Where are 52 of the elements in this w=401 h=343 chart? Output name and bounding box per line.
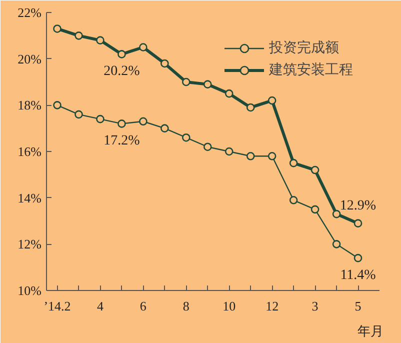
point [203,80,212,88]
point [268,96,276,105]
y-tick-label: 20% [18,51,42,66]
point [332,240,341,248]
point [224,147,234,156]
x-tick-label: ’14.2 [44,298,71,314]
point [354,219,362,228]
point [289,196,298,204]
point [139,43,148,52]
point [354,254,362,262]
point [332,210,341,218]
point [310,166,320,174]
point [139,117,148,126]
data-label: 17.2% [104,134,140,149]
data-label: 11.4% [340,268,376,284]
x-tick-label: 8 [182,298,190,314]
x-tick-label: 6 [140,298,147,314]
point [182,78,190,86]
y-tick-label: 16% [18,144,42,159]
point [246,103,255,112]
point [289,158,298,168]
point [160,124,169,132]
point [53,101,62,110]
point [74,32,83,40]
x-tick-label: 5 [354,298,362,314]
point [310,205,320,214]
point [160,59,169,68]
point [118,50,126,58]
point [96,114,104,124]
point [246,152,255,160]
point [118,120,126,128]
legend-label: 投资完成额 [269,39,339,57]
x-tick-label: 3 [312,298,318,314]
legend-label: 建筑安装工程 [269,61,353,79]
point [268,152,276,160]
x-tick-label: 4 [96,298,104,314]
data-label: 20.2% [104,64,140,80]
y-tick-label: 18% [18,98,42,113]
point [224,89,234,98]
point [182,133,190,142]
point [74,110,83,119]
point [96,36,104,44]
point [53,24,62,33]
y-tick-label: 12% [18,236,42,252]
x-tick-label: 12 [266,298,279,314]
y-tick-label: 10% [18,283,42,298]
x-tick-label: 10 [222,298,236,314]
x-axis-title: 年月 [358,324,384,338]
y-tick-label: 14% [18,190,42,206]
data-label: 12.9% [340,198,376,214]
y-tick-label: 22% [18,5,42,20]
point [203,142,212,152]
